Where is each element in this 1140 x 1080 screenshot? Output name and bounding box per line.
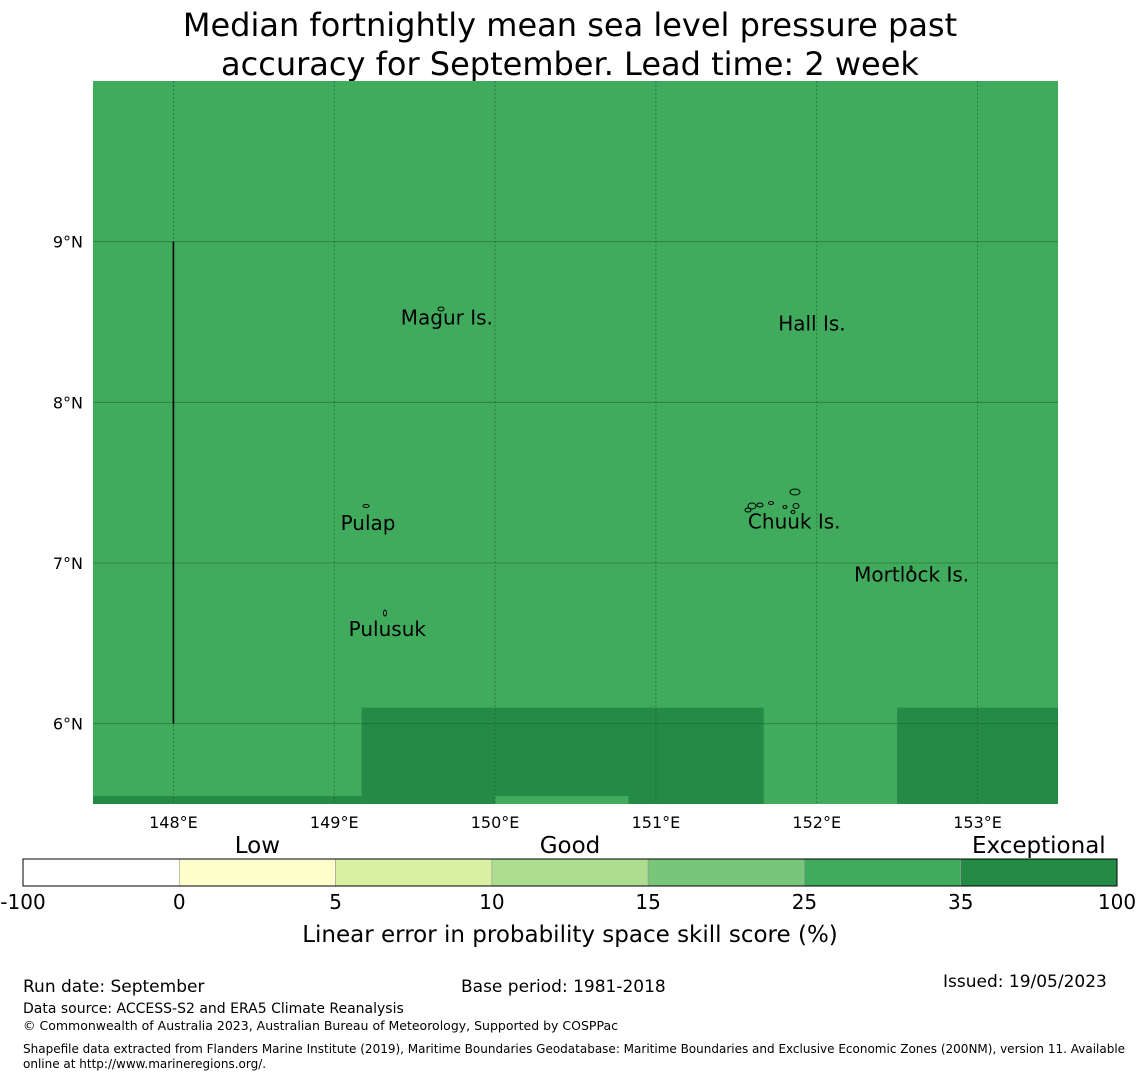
skill-region bbox=[361, 707, 764, 804]
longitude-tick-label: 149°E bbox=[310, 813, 359, 832]
island-outline bbox=[782, 505, 788, 509]
colorbar-bin bbox=[178, 858, 336, 887]
colorbar-bin bbox=[491, 858, 649, 887]
colorbar-tick-label: 35 bbox=[948, 890, 973, 914]
latitude-tick-label: 9°N bbox=[53, 233, 83, 252]
colorbar-category-label: Exceptional bbox=[972, 833, 1106, 859]
place-label: Hall Is. bbox=[778, 312, 845, 336]
latitude-tick-label: 6°N bbox=[53, 715, 83, 734]
colorbar-category-label: Low bbox=[235, 833, 280, 859]
colorbar-tick-label: -100 bbox=[0, 890, 45, 914]
shapefile-credit-line-1: Shapefile data extracted from Flanders M… bbox=[23, 1042, 1126, 1056]
colorbar-frame bbox=[22, 858, 1118, 887]
island-outline bbox=[744, 507, 752, 513]
base-period: Base period: 1981-2018 bbox=[461, 977, 666, 997]
run-date: Run date: September bbox=[23, 977, 205, 997]
island-outline bbox=[756, 502, 764, 508]
colorbar-tick-label: 10 bbox=[479, 890, 504, 914]
map-plot: Magur Is. Hall Is. Pulap Chuuk Is. Mortlock … bbox=[0, 81, 1136, 948]
place-label: Magur Is. bbox=[401, 305, 493, 329]
longitude-tick-label: 150°E bbox=[471, 813, 520, 832]
colorbar-bin bbox=[335, 858, 493, 887]
skill-region bbox=[495, 795, 629, 804]
colorbar-bin bbox=[647, 858, 805, 887]
island-outline bbox=[747, 502, 757, 510]
longitude-tick-label: 152°E bbox=[792, 813, 841, 832]
colorbar-category-label: Good bbox=[540, 833, 601, 859]
colorbar-tick-label: 5 bbox=[329, 890, 342, 914]
colorbar-tick-label: 25 bbox=[792, 890, 817, 914]
colorbar-tick-label: 100 bbox=[1098, 890, 1136, 914]
copyright-notice: © Commonwealth of Australia 2023, Austra… bbox=[23, 1018, 618, 1033]
skill-region bbox=[93, 795, 362, 804]
colorbar-bin bbox=[960, 858, 1118, 887]
latitude-tick-label: 7°N bbox=[53, 554, 83, 573]
colorbar-tick-label: 0 bbox=[173, 890, 186, 914]
place-label: Pulusuk bbox=[349, 617, 427, 641]
longitude-tick-label: 153°E bbox=[953, 813, 1002, 832]
issued-date: Issued: 19/05/2023 bbox=[943, 972, 1107, 992]
data-source: Data source: ACCESS-S2 and ERA5 Climate … bbox=[23, 1001, 404, 1017]
island-outline bbox=[437, 306, 445, 312]
shapefile-credit-line-2: online at http://www.marineregions.org/. bbox=[23, 1057, 267, 1071]
colorbar-title: Linear error in probability space skill … bbox=[302, 922, 838, 948]
colorbar-bin bbox=[22, 858, 180, 887]
island-outline bbox=[383, 609, 387, 617]
place-label: Pulap bbox=[341, 511, 396, 535]
island-outline bbox=[768, 501, 774, 505]
island-outline bbox=[362, 504, 370, 508]
island-outline bbox=[789, 488, 801, 496]
colorbar-bin bbox=[804, 858, 962, 887]
latitude-tick-label: 8°N bbox=[53, 393, 83, 412]
longitude-tick-label: 151°E bbox=[632, 813, 681, 832]
longitude-tick-label: 148°E bbox=[149, 813, 198, 832]
island-outline bbox=[792, 503, 800, 509]
island-outline bbox=[790, 510, 796, 514]
map-title-line-2: accuracy for September. Lead time: 2 wee… bbox=[221, 45, 919, 83]
colorbar-tick-label: 15 bbox=[635, 890, 660, 914]
place-label: Mortlock Is. bbox=[854, 562, 969, 586]
map-background bbox=[93, 81, 1058, 804]
place-label: Chuuk Is. bbox=[748, 509, 841, 533]
island-outline bbox=[909, 565, 913, 571]
map-title-line-1: Median fortnightly mean sea level pressu… bbox=[182, 6, 958, 44]
